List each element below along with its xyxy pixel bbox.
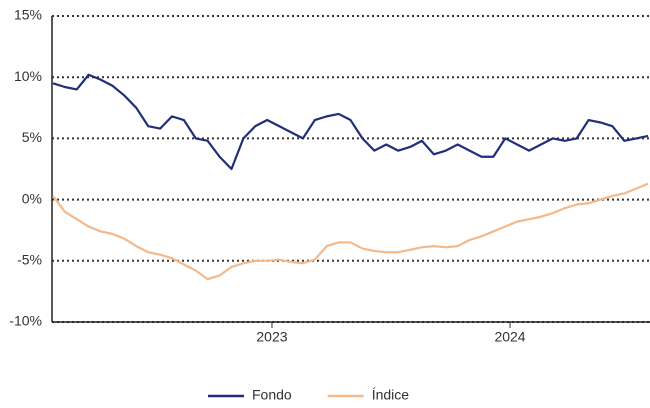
y-tick-label: 5%: [22, 129, 42, 145]
series-line: [52, 73, 649, 171]
y-tick-label: -10%: [9, 313, 42, 329]
x-tick-label: 2024: [494, 329, 525, 345]
series-line: [52, 182, 649, 281]
y-tick-label: 10%: [14, 68, 42, 84]
legend-label: Índice: [372, 387, 410, 403]
x-tick-label: 2023: [256, 329, 287, 345]
legend-label: Fondo: [252, 387, 292, 403]
y-tick-label: 15%: [14, 7, 42, 23]
y-tick-label: -5%: [17, 252, 42, 268]
y-tick-label: 0%: [22, 190, 42, 206]
